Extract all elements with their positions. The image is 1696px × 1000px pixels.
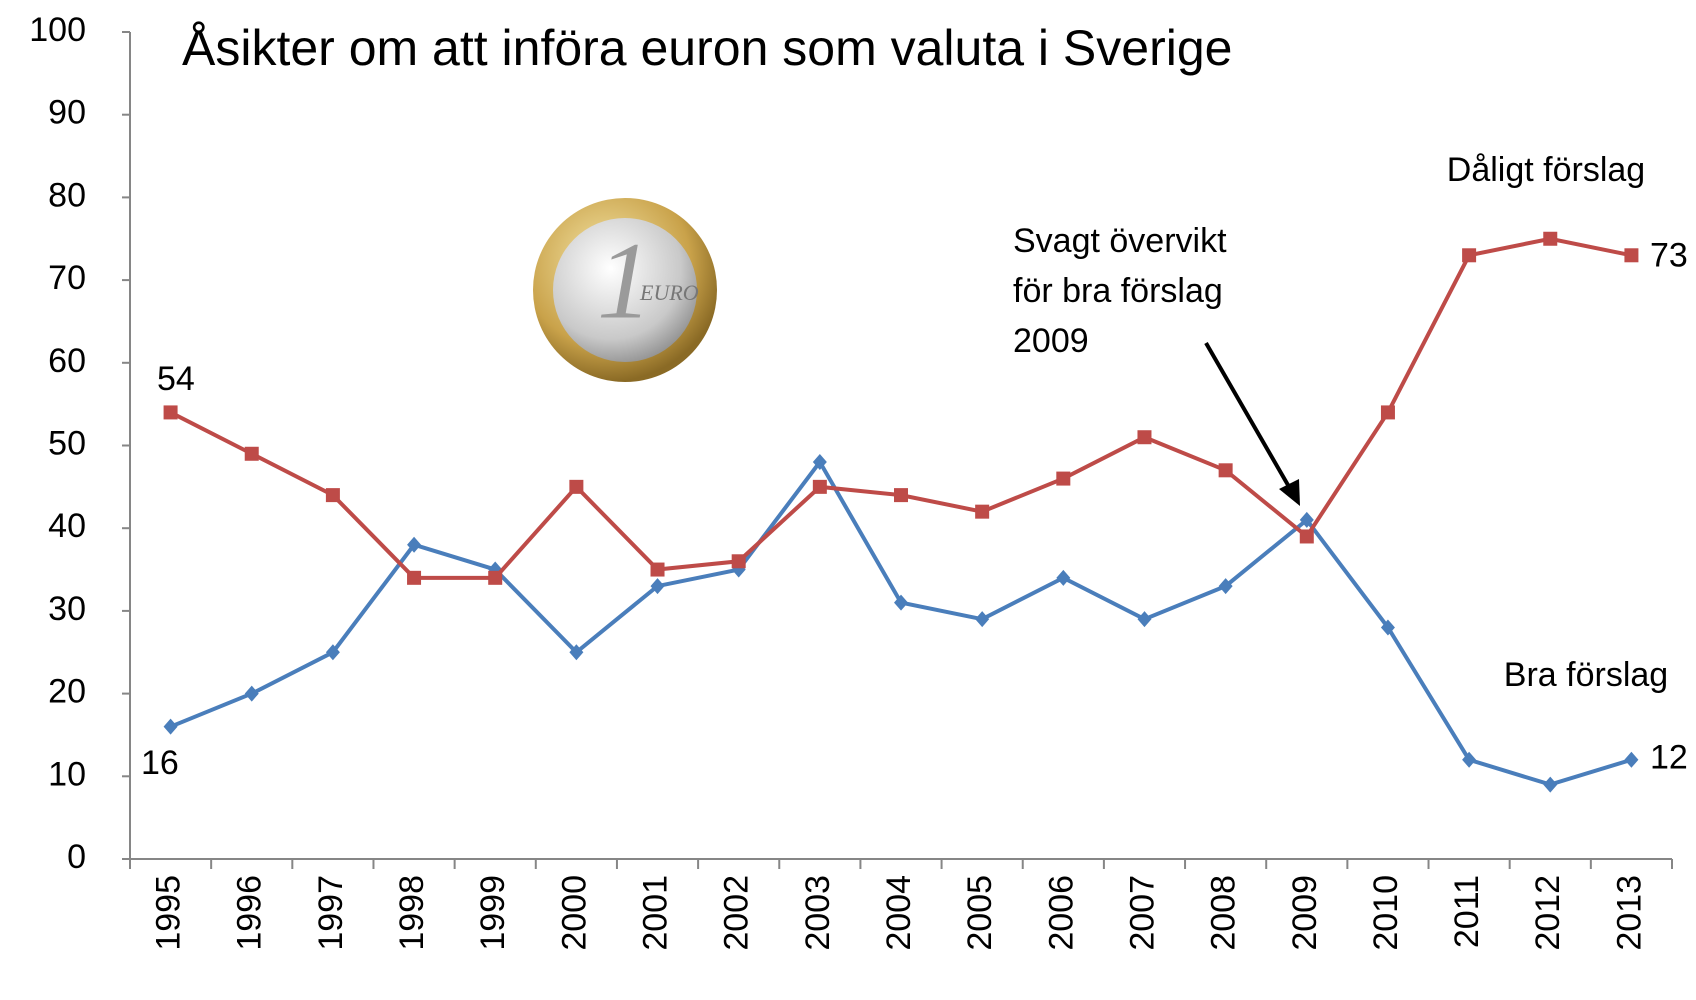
data-label: 73 (1650, 236, 1688, 274)
marker (1299, 511, 1314, 528)
marker (244, 446, 259, 461)
marker (1299, 529, 1314, 544)
marker (1624, 751, 1639, 768)
marker (650, 562, 665, 577)
x-tick-label: 1995 (150, 875, 188, 951)
marker (1462, 751, 1477, 768)
annotation-arrowhead (1279, 479, 1300, 506)
x-tick-label: 2007 (1123, 875, 1161, 951)
marker (894, 488, 908, 503)
y-tick-label: 40 (48, 507, 86, 545)
marker (1137, 611, 1152, 628)
marker (1137, 430, 1152, 445)
marker (163, 718, 178, 735)
marker (569, 479, 584, 494)
marker (244, 685, 259, 702)
series-label: Dåligt förslag (1447, 151, 1645, 189)
x-tick-label: 1998 (393, 875, 431, 951)
marker (812, 479, 827, 494)
y-tick-label: 80 (48, 176, 86, 214)
y-tick-label: 60 (48, 342, 86, 380)
annotation-arrow (1204, 342, 1294, 493)
marker (1056, 471, 1071, 486)
series-line (169, 458, 1633, 787)
x-tick-label: 1999 (474, 875, 512, 951)
x-tick-label: 2000 (555, 875, 593, 951)
data-label: 54 (157, 360, 195, 398)
marker (894, 594, 908, 611)
x-tick-label: 1996 (231, 875, 269, 951)
y-tick-label: 30 (48, 590, 86, 628)
marker (731, 554, 746, 569)
marker (975, 504, 990, 519)
y-tick-label: 70 (48, 259, 86, 297)
marker (975, 611, 990, 628)
x-tick-label: 2005 (961, 875, 999, 951)
x-tick-label: 2008 (1205, 875, 1243, 951)
annotation: Svagt övervikt (1013, 222, 1227, 260)
annotation: för bra förslag (1013, 272, 1223, 310)
y-tick-label: 50 (48, 424, 86, 462)
marker (1462, 248, 1477, 263)
data-label: 16 (141, 744, 179, 782)
marker (1218, 578, 1233, 595)
marker (650, 578, 665, 595)
y-tick-label: 100 (29, 11, 86, 49)
x-tick-label: 2012 (1529, 875, 1567, 951)
series-line (169, 236, 1632, 580)
svg-text:1: 1 (597, 219, 652, 341)
x-tick-label: 2013 (1610, 875, 1648, 951)
marker (163, 405, 178, 420)
x-tick-label: 2009 (1286, 875, 1324, 951)
marker (1380, 619, 1395, 636)
y-tick-label: 90 (48, 94, 86, 132)
x-tick-label: 2004 (880, 875, 918, 951)
marker (1056, 569, 1071, 586)
marker (569, 644, 584, 661)
marker (407, 536, 422, 553)
marker (488, 570, 503, 585)
x-tick-label: 2010 (1367, 875, 1405, 951)
marker (1543, 776, 1558, 793)
x-tick-label: 2002 (718, 875, 756, 951)
marker (812, 454, 827, 471)
chart-title: Åsikter om att införa euron som valuta i… (182, 20, 1232, 76)
x-tick-label: 2001 (637, 875, 675, 951)
marker (1624, 248, 1639, 263)
y-tick-label: 10 (48, 755, 86, 793)
y-tick-label: 20 (48, 673, 86, 711)
marker (1380, 405, 1395, 420)
x-tick-label: 1997 (312, 875, 350, 951)
annotation: 2009 (1013, 322, 1089, 360)
data-label: 12 (1650, 739, 1688, 777)
marker (1218, 463, 1233, 478)
coin-icon: 1 EURO (533, 198, 717, 382)
marker (1543, 231, 1558, 246)
x-tick-label: 2003 (799, 875, 837, 951)
marker (325, 644, 340, 661)
marker (325, 488, 340, 503)
svg-text:EURO: EURO (639, 280, 699, 305)
x-tick-label: 2006 (1042, 875, 1080, 951)
series-label: Bra förslag (1504, 656, 1668, 694)
x-tick-label: 2011 (1448, 875, 1486, 948)
y-tick-label: 0 (67, 838, 86, 876)
marker (407, 570, 422, 585)
